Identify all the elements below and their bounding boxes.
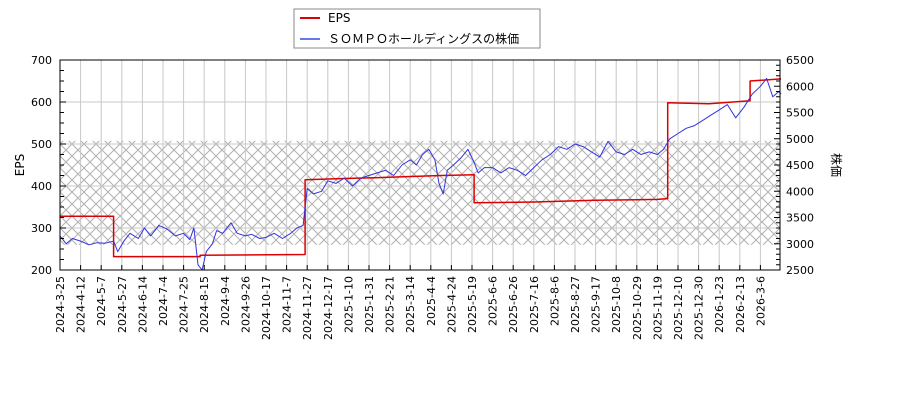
left-tick-label: 300 xyxy=(31,222,52,235)
x-tick-label: 2025-1-31 xyxy=(363,276,376,333)
x-tick-label: 2026-3-6 xyxy=(754,276,767,326)
x-tick-label: 2024-7-25 xyxy=(178,276,191,333)
x-tick-label: 2024-9-26 xyxy=(239,276,252,333)
right-axis: 2500 3000 3500 4000 4500 5000 5500 6000 6500 xyxy=(774,54,814,277)
stock-price-line xyxy=(59,77,782,271)
right-tick-label: 6500 xyxy=(786,54,814,67)
left-tick-label: 500 xyxy=(31,138,52,151)
x-tick-label: 2024-11-7 xyxy=(281,276,294,333)
x-tick-label: 2024-12-17 xyxy=(322,276,335,340)
x-tick-label: 2025-4-4 xyxy=(425,276,438,326)
x-tick-label: 2025-8-6 xyxy=(548,276,561,326)
x-tick-label: 2025-7-16 xyxy=(528,276,541,333)
right-tick-label: 3000 xyxy=(786,238,814,251)
series-lines xyxy=(59,77,782,271)
x-tick-label: 2025-6-26 xyxy=(507,276,520,333)
x-tick-label: 2024-8-15 xyxy=(198,276,211,333)
x-tick-label: 2025-4-24 xyxy=(445,276,458,333)
left-axis-title: EPS xyxy=(13,154,27,176)
x-tick-label: 2025-10-29 xyxy=(631,276,644,340)
left-tick-label: 400 xyxy=(31,180,52,193)
x-tick-label: 2024-3-25 xyxy=(54,276,67,333)
x-tick-label: 2025-12-10 xyxy=(672,276,685,340)
right-tick-label: 4500 xyxy=(786,159,814,172)
right-tick-label: 5500 xyxy=(786,107,814,120)
legend-eps-label: EPS xyxy=(328,11,350,25)
left-axis: 200 300 400 500 600 700 xyxy=(31,54,66,277)
x-tick-label: 2025-9-17 xyxy=(590,276,603,333)
right-tick-label: 2500 xyxy=(786,264,814,277)
x-tick-label: 2025-1-10 xyxy=(342,276,355,333)
x-tick-label: 2024-6-14 xyxy=(136,276,149,333)
x-tick-label: 2024-5-7 xyxy=(95,276,108,326)
x-tick-label: 2025-10-8 xyxy=(610,276,623,333)
x-tick-label: 2024-4-12 xyxy=(75,276,88,333)
left-tick-label: 700 xyxy=(31,54,52,67)
eps-line xyxy=(60,78,782,258)
left-tick-label: 200 xyxy=(31,264,52,277)
x-tick-label: 2025-8-27 xyxy=(569,276,582,333)
legend: EPS ＳＯＭＰＯホールディングスの株価 xyxy=(293,8,541,49)
x-tick-label: 2024-11-27 xyxy=(301,276,314,340)
right-tick-label: 4000 xyxy=(786,185,814,198)
right-tick-label: 3500 xyxy=(786,212,814,225)
x-tick-label: 2025-11-19 xyxy=(651,276,664,340)
x-tick-label: 2024-7-4 xyxy=(157,276,170,326)
x-tick-label: 2026-1-23 xyxy=(713,276,726,333)
legend-price-label: ＳＯＭＰＯホールディングスの株価 xyxy=(328,31,519,46)
x-tick-label: 2024-5-27 xyxy=(116,276,129,333)
x-axis: 2024-3-25 2024-4-12 2024-5-7 2024-5-27 2024-… xyxy=(54,265,767,340)
grid-lines xyxy=(59,59,780,271)
x-tick-label: 2024-10-17 xyxy=(260,276,273,340)
x-tick-label: 2025-2-21 xyxy=(384,276,397,333)
x-tick-label: 2026-2-13 xyxy=(734,276,747,333)
right-tick-label: 6000 xyxy=(786,80,814,93)
x-tick-label: 2025-6-6 xyxy=(487,276,500,326)
right-tick-label: 5000 xyxy=(786,133,814,146)
left-tick-label: 600 xyxy=(31,96,52,109)
right-axis-title: 株価 xyxy=(829,153,844,177)
legend-box xyxy=(293,8,541,49)
x-tick-label: 2025-5-19 xyxy=(466,276,479,333)
x-tick-label: 2025-3-14 xyxy=(404,276,417,333)
x-tick-label: 2025-12-30 xyxy=(693,276,706,340)
x-tick-label: 2024-9-4 xyxy=(219,276,232,326)
